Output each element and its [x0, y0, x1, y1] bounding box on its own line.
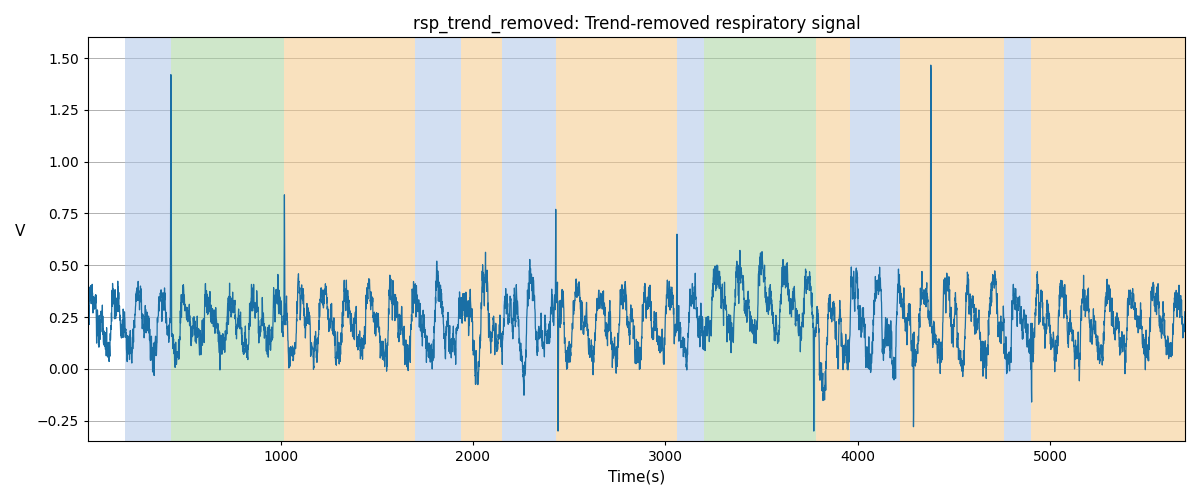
Bar	[502, 38, 556, 442]
Bar	[284, 38, 415, 442]
Bar	[125, 38, 170, 442]
X-axis label: Time(s): Time(s)	[608, 470, 665, 485]
Bar	[900, 38, 1004, 442]
Y-axis label: V: V	[14, 224, 25, 240]
Title: rsp_trend_removed: Trend-removed respiratory signal: rsp_trend_removed: Trend-removed respira…	[413, 15, 860, 34]
Bar	[816, 38, 850, 442]
Bar	[462, 38, 502, 442]
Bar	[704, 38, 816, 442]
Bar	[850, 38, 900, 442]
Bar	[556, 38, 677, 442]
Bar	[415, 38, 462, 442]
Bar	[1004, 38, 1031, 442]
Bar	[677, 38, 704, 442]
Bar	[170, 38, 284, 442]
Bar	[1031, 38, 1186, 442]
